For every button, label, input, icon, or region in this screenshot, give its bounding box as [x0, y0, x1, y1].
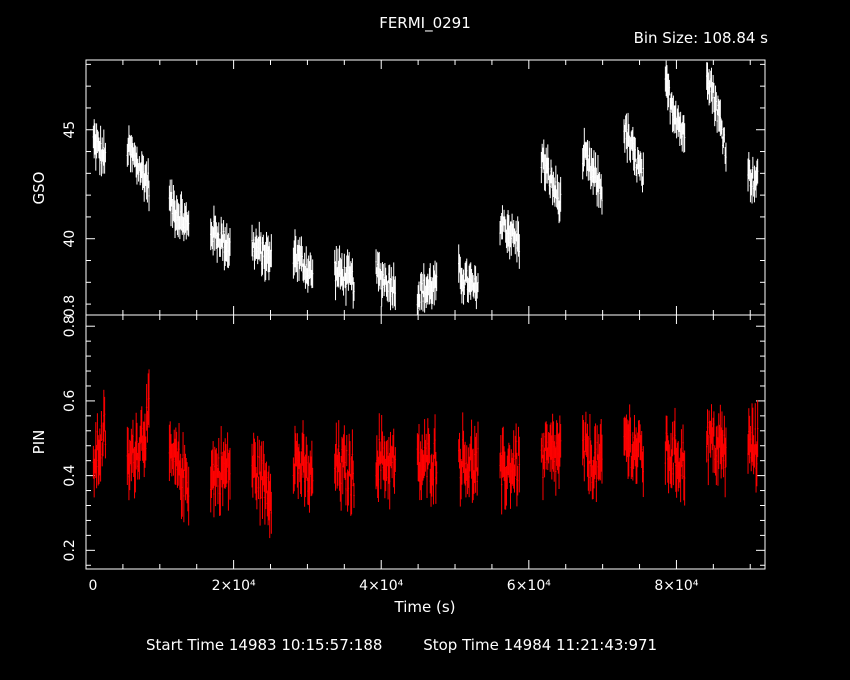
- x-tick-label: 4×10⁴: [359, 578, 403, 594]
- y-tick-label: 45: [62, 121, 78, 139]
- pin-panel: 0.2 0.4 0.6 0.8 2×10⁴ 4×10⁴ 6×10⁴ 8×10⁴ 0: [62, 314, 766, 594]
- x-tick-label: 2×10⁴: [212, 578, 256, 594]
- bin-size-label: Bin Size: 108.84 s: [633, 29, 768, 47]
- series-gso: [92, 60, 759, 315]
- x-tick-label: 6×10⁴: [507, 578, 551, 594]
- y-tick-label: 40: [62, 230, 78, 248]
- time-range-footer: Start Time 14983 10:15:57:188 Stop Time …: [146, 636, 693, 654]
- y-tick-label: 0.8: [62, 315, 78, 337]
- gso-panel: 40 45 0.8: [62, 59, 766, 317]
- series-pin: [92, 369, 759, 539]
- y-tick-label: 0.4: [62, 464, 78, 486]
- gso-axis-label: GSO: [30, 172, 48, 205]
- y-tick-label: 0.6: [62, 390, 78, 412]
- y-tick-label: 0.8: [62, 295, 78, 317]
- x-tick-label: 0: [89, 578, 98, 594]
- time-axis-label: Time (s): [394, 598, 456, 616]
- stop-time-label: Stop Time 14984 11:21:43:971: [423, 636, 658, 654]
- chart-title: FERMI_0291: [379, 14, 471, 32]
- panel-frame: [85, 314, 766, 570]
- panel-frame: [85, 59, 766, 316]
- start-time-label: Start Time 14983 10:15:57:188: [146, 636, 383, 654]
- pin-axis-label: PIN: [30, 430, 48, 455]
- x-tick-label: 8×10⁴: [654, 578, 698, 594]
- y-tick-label: 0.2: [62, 539, 78, 561]
